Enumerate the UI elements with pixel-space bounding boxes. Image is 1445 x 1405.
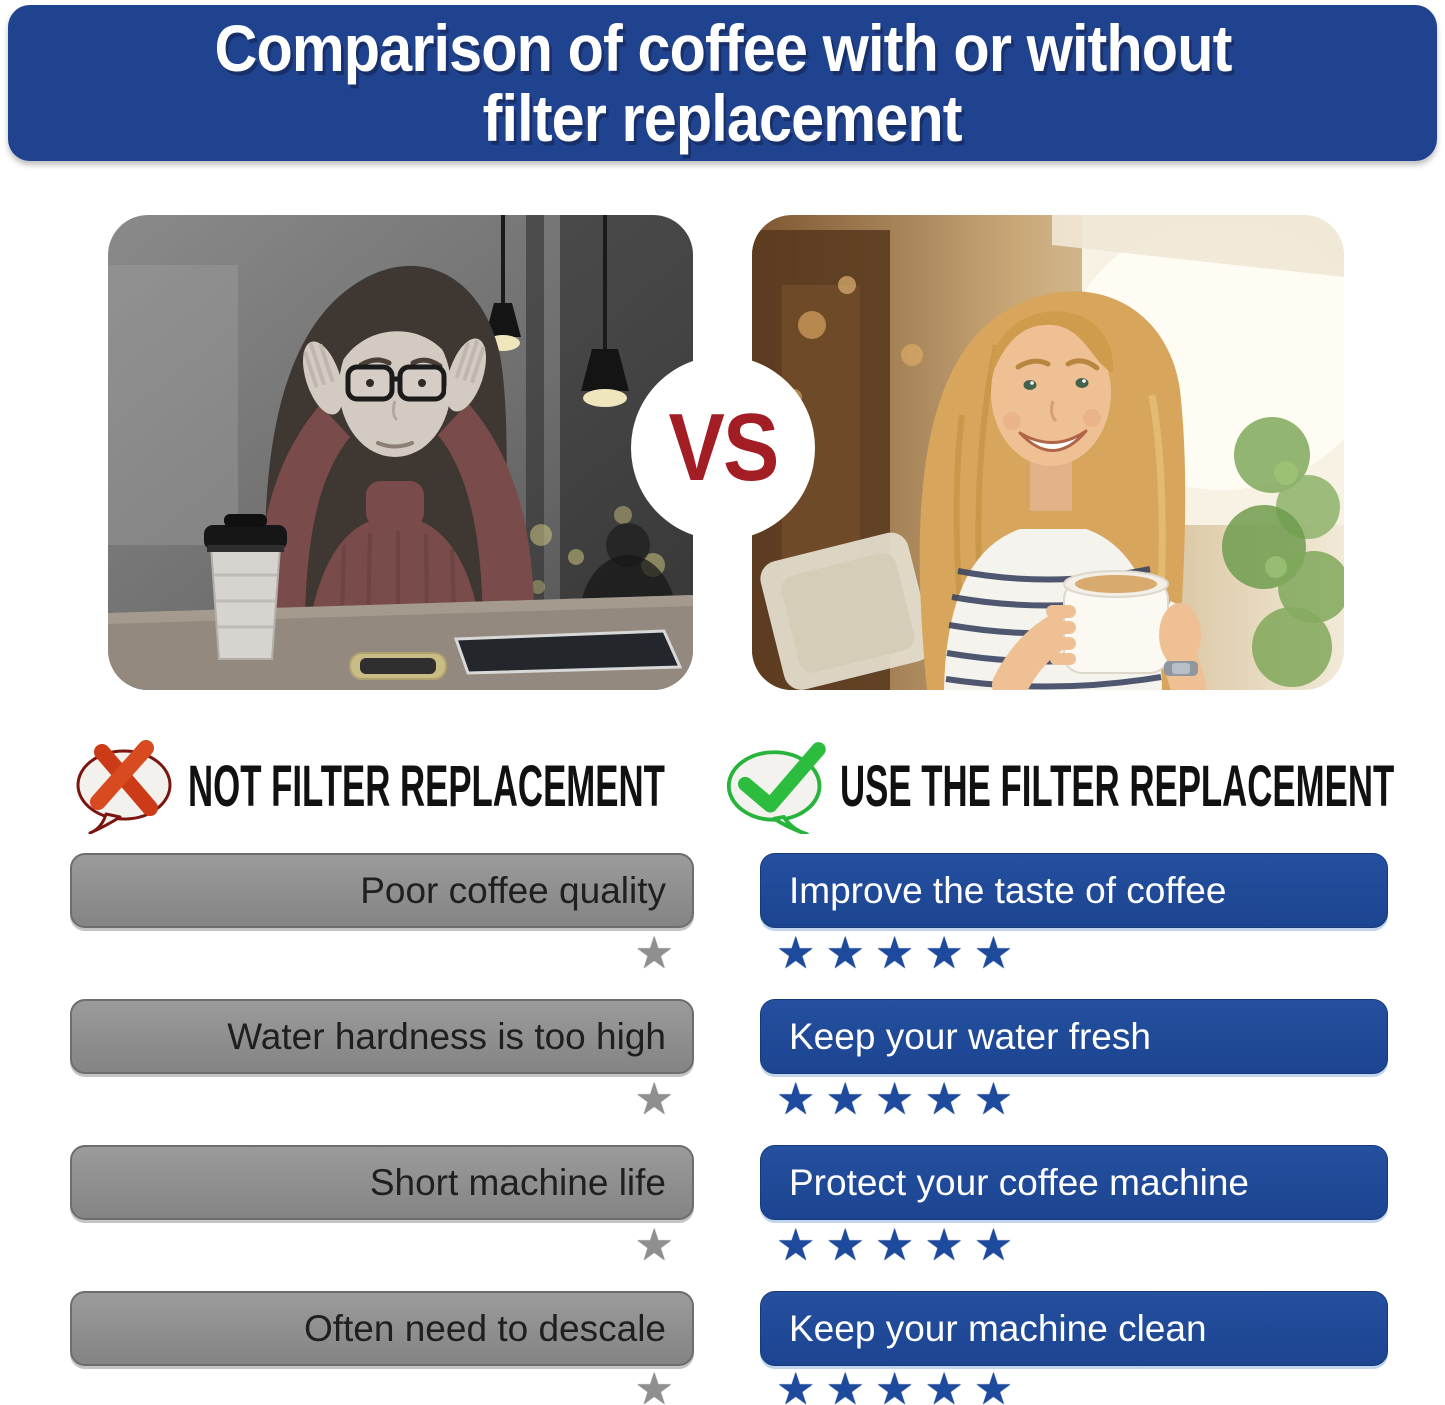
con-bar-label: Water hardness is too high — [227, 1015, 666, 1057]
pro-star-rating: ★★★★★ — [776, 1075, 1024, 1124]
tablet — [453, 629, 683, 675]
con-bar-label: Often need to descale — [303, 1307, 666, 1349]
con-star-rating: ★ — [634, 929, 674, 978]
coffee-mug — [1063, 570, 1193, 674]
left-column-heading: NOT FILTER REPLACEMENT — [72, 738, 983, 834]
photo-happy-woman — [752, 215, 1344, 690]
con-bar-label: Short machine life — [369, 1161, 666, 1203]
pro-star-rating: ★★★★★ — [776, 929, 1024, 978]
stressed-woman-illustration — [108, 215, 693, 690]
pro-bar-label: Keep your water fresh — [789, 1015, 1151, 1057]
pro-bar: Protect your coffee machine — [760, 1145, 1388, 1220]
hand-on-mug — [1044, 605, 1076, 665]
hand-with-watch — [1159, 603, 1201, 676]
con-bar: Poor coffee quality — [70, 853, 694, 928]
pro-bar-label: Improve the taste of coffee — [789, 869, 1227, 911]
phone — [349, 652, 447, 680]
left-heading-label: NOT FILTER REPLACEMENT — [188, 753, 665, 819]
pro-bar-label: Protect your coffee machine — [789, 1161, 1250, 1203]
pro-bar: Improve the taste of coffee — [760, 853, 1388, 928]
pro-star-rating: ★★★★★ — [776, 1221, 1024, 1270]
pro-bar: Keep your machine clean — [760, 1291, 1388, 1366]
cafe-table — [108, 514, 693, 690]
happy-woman-figure — [919, 291, 1206, 690]
check-speech-bubble-icon — [726, 742, 826, 834]
right-heading-label: USE THE FILTER REPLACEMENT — [840, 753, 1395, 819]
vs-badge: VS — [631, 356, 815, 540]
con-bar: Often need to descale — [70, 1291, 694, 1366]
con-bar: Water hardness is too high — [70, 999, 694, 1074]
con-star-rating: ★ — [634, 1221, 674, 1270]
con-bar: Short machine life — [70, 1145, 694, 1220]
right-hand — [446, 338, 486, 412]
paper-coffee-cup — [204, 514, 287, 660]
title-line-1: Comparison of coffee with or without — [214, 11, 1232, 85]
title-banner: Comparison of coffee with or without fil… — [8, 5, 1437, 161]
title-line-2: filter replacement — [483, 81, 963, 155]
con-bar-label: Poor coffee quality — [360, 869, 666, 911]
vs-label: VS — [668, 394, 779, 501]
pro-bar: Keep your water fresh — [760, 999, 1388, 1074]
happy-woman-illustration — [752, 215, 1344, 690]
left-hand — [303, 341, 343, 415]
x-speech-bubble-icon — [76, 740, 172, 834]
cafe-chair — [760, 532, 933, 690]
con-star-rating: ★ — [634, 1075, 674, 1124]
photo-stressed-woman — [108, 215, 693, 690]
con-star-rating: ★ — [634, 1365, 674, 1405]
pro-bar-label: Keep your machine clean — [789, 1307, 1207, 1349]
right-column-heading: USE THE FILTER REPLACEMENT — [724, 738, 1445, 834]
pro-star-rating: ★★★★★ — [776, 1365, 1024, 1405]
